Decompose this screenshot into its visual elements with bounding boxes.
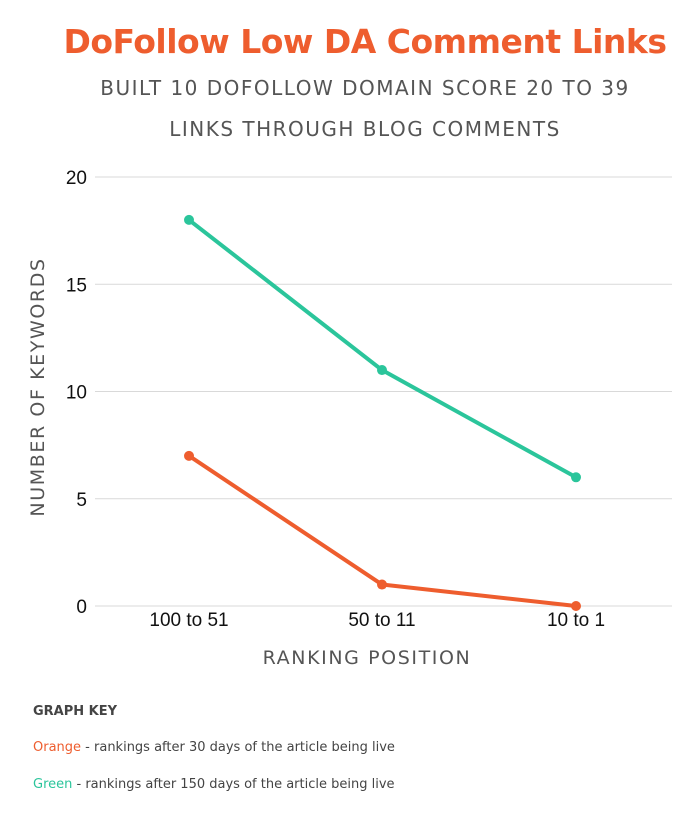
chart-title: DoFollow Low DA Comment Links (63, 22, 667, 61)
x-tick-label: 50 to 11 (348, 610, 415, 631)
chart-subtitle-line-1: BUILT 10 DOFOLLOW DOMAIN SCORE 20 TO 39 (100, 76, 630, 100)
y-tick-label: 0 (76, 597, 87, 618)
graph-key-heading: GRAPH KEY (33, 704, 118, 719)
graph-key-orange-text: - rankings after 30 days of the article … (81, 740, 395, 755)
graph-key-orange-word: Orange (33, 740, 82, 755)
data-point-green (571, 472, 581, 483)
chart-subtitle-line-2: LINKS THROUGH BLOG COMMENTS (169, 117, 561, 141)
x-tick-label: 100 to 51 (149, 610, 228, 631)
data-point-orange (377, 579, 387, 590)
data-point-green (377, 365, 387, 376)
graph-key-green-word: Green (33, 777, 73, 792)
y-tick-label: 10 (66, 383, 87, 404)
line-chart: 0 5 10 15 20 100 to 51 50 to 11 10 to 1 RANKIN… (27, 168, 672, 669)
graph-key-green: Green - rankings after 150 days of the a… (33, 777, 395, 792)
y-tick-label: 5 (76, 490, 87, 511)
y-axis-title: NUMBER OF KEYWORDS (27, 257, 49, 516)
series-lines (184, 214, 581, 611)
series-line-green (187, 217, 578, 480)
y-axis-ticks: 0 5 10 15 20 (66, 168, 87, 618)
x-axis-ticks: 100 to 51 50 to 11 10 to 1 (149, 610, 605, 631)
y-tick-label: 20 (66, 168, 87, 189)
graph-key-green-text: - rankings after 150 days of the article… (72, 777, 395, 792)
data-point-orange (184, 450, 194, 461)
y-tick-label: 15 (66, 275, 87, 296)
x-tick-label: 10 to 1 (547, 610, 605, 631)
x-axis-title: RANKING POSITION (263, 647, 472, 669)
data-point-green (184, 214, 194, 225)
gridlines (95, 176, 672, 607)
graph-key-orange: Orange - rankings after 30 days of the a… (33, 740, 395, 755)
data-point-orange (571, 601, 581, 611)
